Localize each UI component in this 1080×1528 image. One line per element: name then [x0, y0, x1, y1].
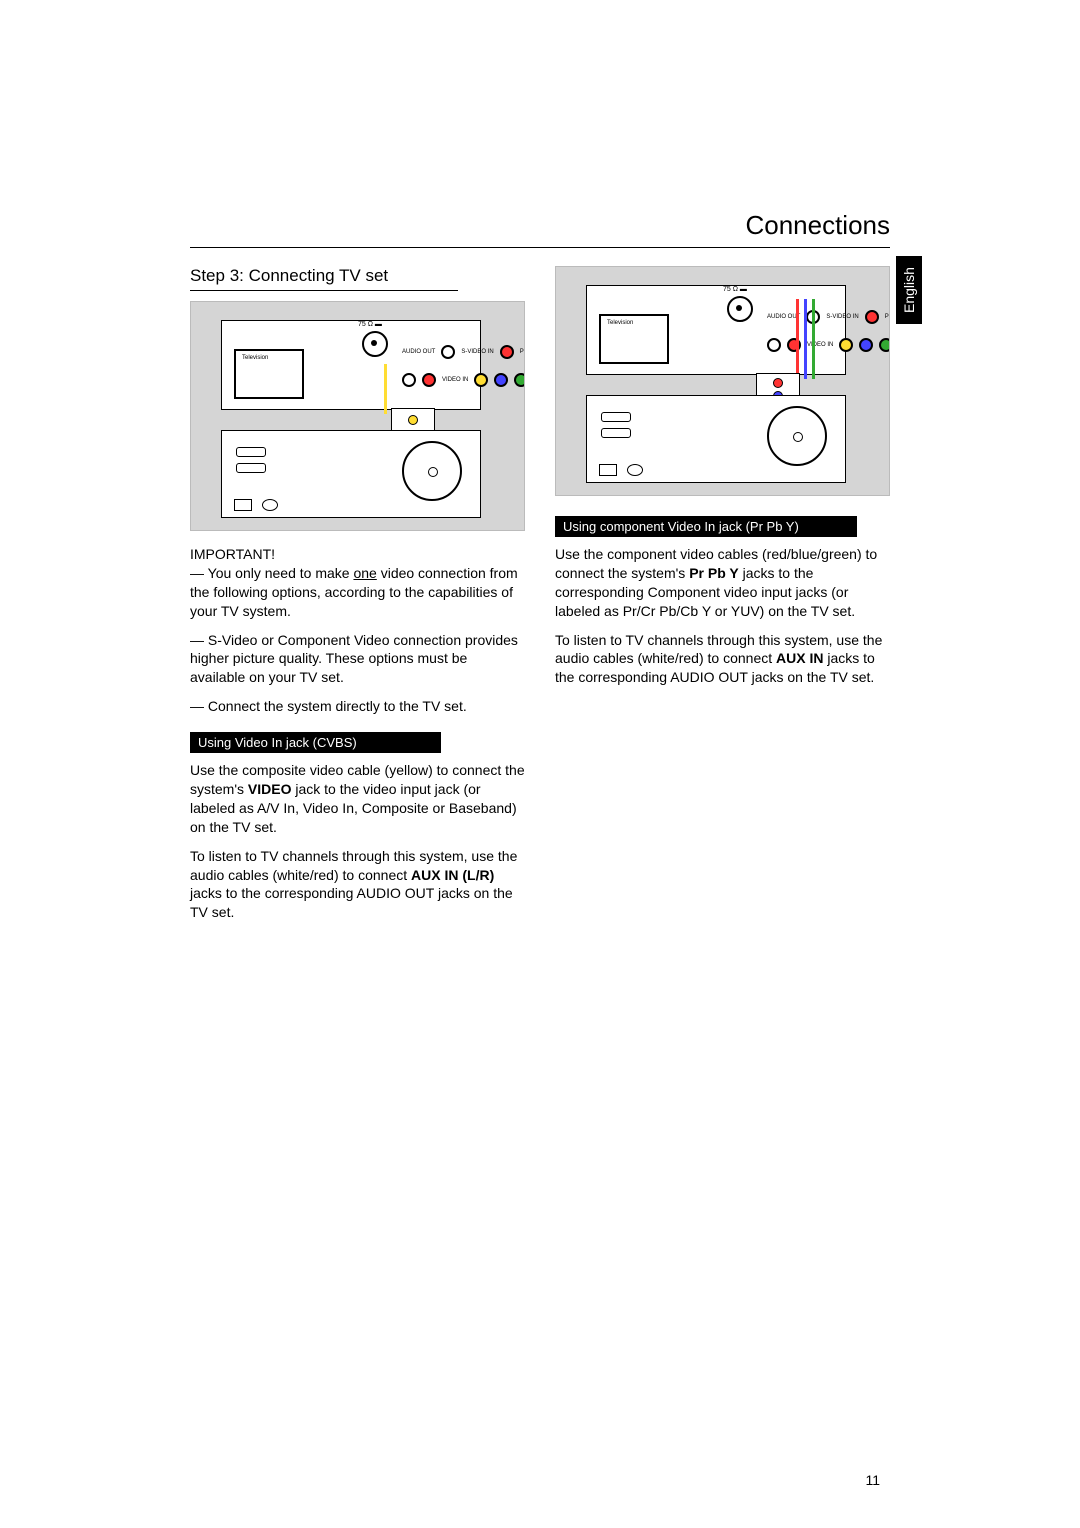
disc-tray-icon	[402, 441, 462, 501]
label-video-in: VIDEO IN	[807, 342, 833, 348]
label-audio-out: AUDIO OUT	[402, 349, 435, 355]
y-jack-icon	[514, 373, 525, 387]
language-tab: English	[896, 256, 922, 324]
svideo-jack-icon	[441, 345, 455, 359]
two-column-layout: Step 3: Connecting TV set AUDIO OUT S-VI…	[190, 266, 890, 932]
diagram-cvbs: AUDIO OUT S-VIDEO IN Pr/Cr VIDEO IN	[190, 301, 525, 531]
tv-back-panel: AUDIO OUT S-VIDEO IN Pr/Cr VIDEO IN	[221, 320, 481, 410]
system-buttons-icon	[236, 447, 266, 473]
label-svideo: S-VIDEO IN	[826, 314, 858, 320]
important-label: IMPORTANT!	[190, 546, 275, 562]
system-buttons-icon	[601, 412, 631, 438]
disc-tray-icon	[767, 406, 827, 466]
video-in-jack-icon	[839, 338, 853, 352]
text-bold: AUX IN	[776, 650, 823, 666]
audio-l-jack-icon	[402, 373, 416, 387]
label-svideo: S-VIDEO IN	[461, 349, 493, 355]
cvbs-para2: To listen to TV channels through this sy…	[190, 847, 525, 923]
pin-icon	[408, 415, 418, 425]
page-title: Connections	[190, 210, 890, 248]
pb-jack-icon	[859, 338, 873, 352]
page-content: Connections Step 3: Connecting TV set AU…	[190, 210, 890, 932]
coax-jack-icon	[362, 331, 388, 357]
jack-row-top: AUDIO OUT S-VIDEO IN Pr/Cr	[767, 310, 890, 324]
system-unit	[221, 430, 481, 518]
y-cable-icon	[812, 299, 815, 379]
step-heading: Step 3: Connecting TV set	[190, 266, 458, 291]
left-column: Step 3: Connecting TV set AUDIO OUT S-VI…	[190, 266, 525, 932]
text-bold: VIDEO	[248, 781, 292, 797]
diagram-component: AUDIO OUT S-VIDEO IN Pr/Cr VIDEO IN	[555, 266, 890, 496]
pr-jack-icon	[500, 345, 514, 359]
text-underline: one	[353, 565, 376, 581]
audio-r-jack-icon	[422, 373, 436, 387]
label-video-in: VIDEO IN	[442, 377, 468, 383]
system-footer-icon	[234, 499, 278, 511]
video-in-jack-icon	[474, 373, 488, 387]
text: jacks to the corresponding AUDIO OUT jac…	[190, 885, 513, 920]
tv-screen-icon	[234, 349, 304, 399]
pr-cable-icon	[796, 299, 799, 379]
text-para: — Connect the system directly to the TV …	[190, 697, 525, 716]
pin-icon	[773, 378, 783, 388]
text-bold: AUX IN (L/R)	[411, 867, 494, 883]
section-bar-component: Using component Video In jack (Pr Pb Y)	[555, 516, 857, 537]
text: — You only need to make	[190, 565, 353, 581]
right-column: AUDIO OUT S-VIDEO IN Pr/Cr VIDEO IN	[555, 266, 890, 932]
coax-jack-icon	[727, 296, 753, 322]
pb-cable-icon	[804, 299, 807, 379]
pr-jack-icon	[865, 310, 879, 324]
system-footer-icon	[599, 464, 643, 476]
jack-row-top: AUDIO OUT S-VIDEO IN Pr/Cr	[402, 345, 525, 359]
tv-back-panel: AUDIO OUT S-VIDEO IN Pr/Cr VIDEO IN	[586, 285, 846, 375]
text-para: — S-Video or Component Video connection …	[190, 631, 525, 688]
pb-jack-icon	[494, 373, 508, 387]
system-unit	[586, 395, 846, 483]
composite-cable-icon	[384, 364, 387, 414]
important-block: IMPORTANT! — You only need to make one v…	[190, 545, 525, 621]
jack-row-bottom: VIDEO IN	[402, 373, 525, 387]
comp-para2: To listen to TV channels through this sy…	[555, 631, 890, 688]
audio-l-jack-icon	[767, 338, 781, 352]
jack-row-bottom: VIDEO IN	[767, 338, 890, 352]
text-bold: Pr Pb Y	[689, 565, 739, 581]
page-number: 11	[865, 1472, 880, 1488]
label-pr: Pr/Cr	[885, 314, 890, 320]
y-jack-icon	[879, 338, 890, 352]
tv-screen-icon	[599, 314, 669, 364]
section-bar-cvbs: Using Video In jack (CVBS)	[190, 732, 441, 753]
cvbs-para1: Use the composite video cable (yellow) t…	[190, 761, 525, 837]
label-pr: Pr/Cr	[520, 349, 525, 355]
comp-para1: Use the component video cables (red/blue…	[555, 545, 890, 621]
